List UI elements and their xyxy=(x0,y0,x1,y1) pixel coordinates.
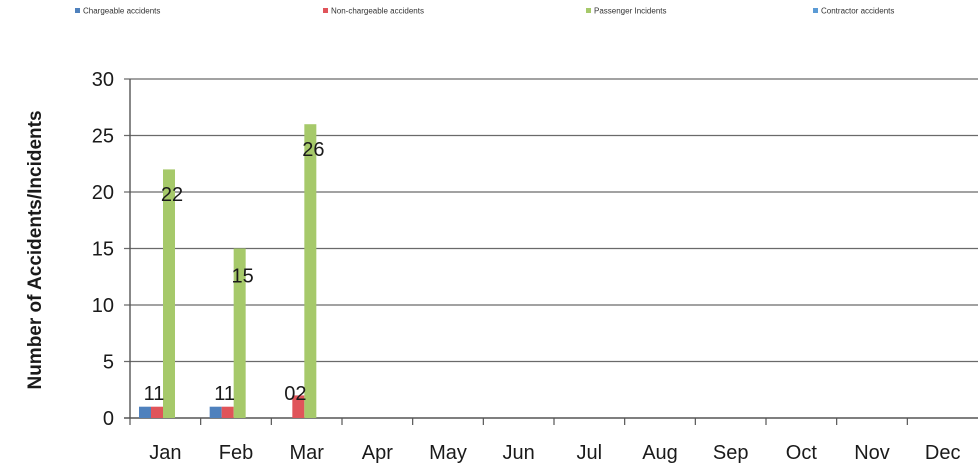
bar-non-chargeable-accidents xyxy=(221,406,234,418)
x-tick-label: Jan xyxy=(149,442,181,464)
x-tick-label: Apr xyxy=(362,442,393,464)
chart-legend: Chargeable accidents Non-chargeable accid… xyxy=(0,6,978,20)
data-label: 11 xyxy=(214,383,235,405)
bar-passenger-incidents xyxy=(304,124,317,418)
x-tick-label: Jul xyxy=(577,442,603,464)
x-tick-label: May xyxy=(429,442,467,464)
legend-item: Passenger Incidents xyxy=(586,6,667,15)
data-label: 22 xyxy=(161,184,183,206)
bar-non-chargeable-accidents xyxy=(151,406,163,418)
legend-label: Non-chargeable accidents xyxy=(331,6,424,16)
x-tick-label: Mar xyxy=(289,442,324,464)
bar-passenger-incidents xyxy=(233,248,246,418)
legend-swatch xyxy=(586,8,591,14)
legend-swatch xyxy=(75,8,80,14)
y-tick-label: 5 xyxy=(103,352,114,374)
legend-item: Chargeable accidents xyxy=(75,6,160,15)
y-tick-label: 20 xyxy=(92,182,114,204)
legend-label: Contractor accidents xyxy=(821,6,895,16)
legend-swatch xyxy=(813,8,818,14)
legend-label: Passenger Incidents xyxy=(594,6,667,16)
legend-label: Chargeable accidents xyxy=(83,6,161,16)
legend-item: Non-chargeable accidents xyxy=(323,6,424,15)
bar-chargeable-accidents xyxy=(209,406,222,418)
x-tick-label: Feb xyxy=(219,442,253,464)
bar-non-chargeable-accidents xyxy=(292,395,305,418)
y-axis-title: Number of Accidents/Incidents xyxy=(25,110,46,389)
x-tick-label: Oct xyxy=(786,442,818,464)
y-tick-label: 25 xyxy=(92,126,114,148)
y-tick-label: 10 xyxy=(92,295,114,317)
legend-item: Contractor accidents xyxy=(813,6,894,15)
data-label: 15 xyxy=(232,265,254,287)
y-tick-label: 15 xyxy=(92,239,114,261)
x-tick-label: Jun xyxy=(503,442,535,464)
y-tick-label: 30 xyxy=(92,69,114,91)
x-tick-label: Nov xyxy=(854,442,890,464)
data-label: 02 xyxy=(284,383,306,405)
data-label: 11 xyxy=(144,383,165,405)
bar-chargeable-accidents xyxy=(139,406,151,418)
y-tick-label: 0 xyxy=(103,408,114,430)
legend-swatch xyxy=(323,8,328,14)
x-tick-label: Aug xyxy=(642,442,678,464)
x-tick-label: Dec xyxy=(925,442,961,464)
data-label: 26 xyxy=(302,139,324,161)
bar-passenger-incidents xyxy=(163,169,175,418)
x-tick-label: Sep xyxy=(713,442,749,464)
